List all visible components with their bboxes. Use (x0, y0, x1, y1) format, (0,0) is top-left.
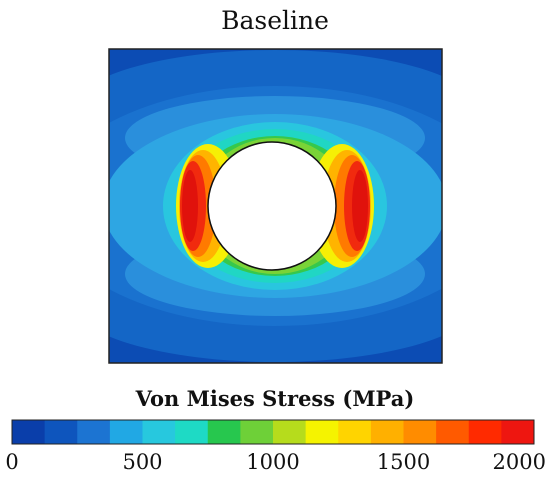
colorbar (11, 419, 535, 445)
stress-field (109, 49, 442, 363)
colorbar-segment (403, 420, 437, 444)
colorbar-tick-label: 0 (5, 450, 19, 474)
colorbar-tick-label: 500 (122, 450, 163, 474)
colorbar-segment (501, 420, 535, 444)
colorbar-segment (12, 420, 46, 444)
colorbar-segment (468, 420, 502, 444)
colorbar-title: Von Mises Stress (MPa) (135, 386, 415, 411)
colorbar-tick-label: 1500 (376, 450, 431, 474)
central-hole (207, 141, 337, 271)
plate-border (108, 48, 443, 364)
figure-title: Baseline (221, 6, 329, 35)
colorbar-segment (338, 420, 372, 444)
colorbar-segment (175, 420, 209, 444)
colorbar-tick-label: 1000 (246, 450, 300, 474)
colorbar-segment (370, 420, 405, 444)
colorbar-segment (305, 420, 339, 444)
hotspot-right-deepred (352, 170, 368, 242)
colorbar-segment (207, 420, 241, 444)
colorbar-segment (142, 420, 176, 444)
hotspot-left-deepred (182, 170, 198, 242)
colorbar-border (11, 419, 535, 445)
colorbar-segment (44, 420, 78, 444)
colorbar-segment (77, 420, 111, 444)
colorbar-tick-label: 2000 (492, 450, 546, 474)
colorbar-segment (240, 420, 274, 444)
colorbar-segment (273, 420, 307, 444)
colorbar-segment (109, 420, 144, 444)
colorbar-segment (436, 420, 470, 444)
